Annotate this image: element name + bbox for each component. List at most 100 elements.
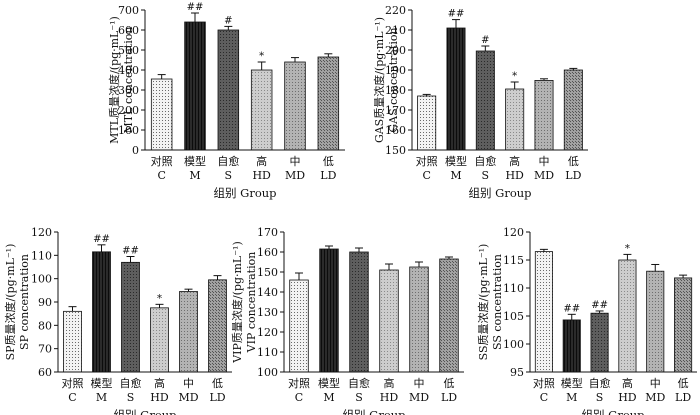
category-label: S [225,169,233,182]
chart-panel-sp: 60 70 80 90 100 110 120 对照C ## 模型M ## 自愈S * 高HD 中MD 低LD… [3,226,232,415]
bar-ld [439,258,459,373]
bar-ld [674,277,693,373]
y-tick-label: 300 [118,84,139,97]
category-label: LD [320,169,336,182]
y-axis-label-cn: GAS质量浓度/(pg·mL⁻¹) [372,17,386,143]
bar-s [590,312,609,373]
y-tick-label: 0 [132,144,139,157]
bar-ld [563,69,583,151]
category-label: MD [645,391,665,404]
bar-hd [150,307,169,373]
category-label-cn: 中 [290,155,301,168]
y-tick-label: 60 [38,366,52,379]
y-tick-label: 90 [38,296,52,309]
significance-mark: ## [563,303,580,314]
category-label: MD [178,391,198,404]
chart-panel-ss: 95 100 105 110 115 120 对照C ## 模型M ## 自愈S * 高HD 中MD 低LD… [476,226,697,415]
category-label-cn: 高 [622,376,633,390]
y-axis-label: SP concentration [18,254,31,350]
y-tick-label: 100 [257,366,278,379]
y-tick-label: 105 [503,310,524,323]
category-label: C [422,169,430,182]
category-label: MD [285,169,305,182]
category-label: M [323,391,334,404]
category-label-cn: 模型 [184,154,206,168]
x-axis-label: 组别 Group [213,186,276,200]
y-tick-label: 500 [118,44,139,57]
significance-mark: ## [591,300,608,311]
bar-hd [250,69,273,151]
y-tick-label: 115 [503,254,524,267]
category-label-cn: 高 [154,376,165,390]
y-tick-label: 120 [503,226,524,239]
bar-md [409,266,429,373]
y-tick-label: 160 [257,246,278,259]
category-label: HD [505,169,524,182]
category-label: C [68,391,76,404]
category-label-cn: 高 [509,154,520,168]
y-tick-label: 70 [38,343,52,356]
y-tick-label: 110 [257,346,278,359]
category-label: S [355,391,363,404]
category-label: C [295,391,303,404]
chart-panel-gas: 150 160 170 180 190 200 210 220 对照C ## 模型M # 自愈S * 高HD… [372,4,588,200]
category-label-cn: 自愈 [348,376,370,390]
category-label-cn: 模型 [91,376,113,390]
y-tick-label: 140 [257,286,278,299]
bar-hd [379,269,399,373]
y-axis-label-cn: SS质量浓度/(pg·mL⁻¹) [476,244,490,361]
category-label-cn: 低 [678,377,689,390]
bar-m [562,319,581,373]
bar-c [150,78,173,151]
x-axis-label: 组别 Group [342,408,405,415]
category-label-cn: 低 [444,377,455,390]
y-axis-label: GAS concentration [387,27,400,132]
bar-c [289,279,309,373]
y-axis-label-cn: SP质量浓度/(pg·mL⁻¹) [3,244,17,361]
y-tick-label: 190 [385,64,406,77]
category-label-cn: 中 [414,377,425,390]
y-tick-label: 210 [385,24,406,37]
category-label: M [450,169,461,182]
category-label-cn: 低 [212,377,223,390]
category-label: LD [565,169,581,182]
bar-ld [317,56,340,151]
y-tick-label: 130 [257,306,278,319]
category-label-cn: 对照 [62,376,84,390]
bar-ld [208,279,227,373]
bar-m [184,21,206,151]
bar-c [417,95,437,151]
y-tick-label: 200 [385,44,406,57]
significance-mark: ## [187,2,204,13]
y-tick-label: 170 [385,104,406,117]
category-label-cn: 高 [256,154,267,168]
significance-mark: * [157,293,162,304]
y-axis-label-cn: MTL质量浓度/(pg·mL⁻¹) [107,16,121,144]
category-label-cn: 中 [650,377,661,390]
bar-md [646,270,665,373]
y-tick-label: 110 [503,282,524,295]
y-tick-label: 95 [510,366,524,379]
y-axis-label: MTL concentration [122,27,135,134]
significance-mark: * [512,71,517,82]
category-label: M [566,391,577,404]
y-axis-label: SS concentration [491,254,504,350]
bar-s [475,50,495,151]
category-label: M [96,391,107,404]
bar-hd [505,88,525,151]
y-tick-label: 150 [385,144,406,157]
category-label-cn: 自愈 [217,154,239,168]
y-tick-label: 170 [257,226,278,239]
y-tick-label: 600 [118,24,139,37]
y-tick-label: 220 [385,4,406,17]
y-tick-label: 120 [31,226,52,239]
category-label: HD [618,391,637,404]
bar-c [534,251,553,373]
x-axis-label: 组别 Group [581,408,644,415]
y-tick-label: 100 [31,273,52,286]
category-label: LD [209,391,225,404]
significance-mark: ## [93,234,110,245]
bar-s [349,251,369,373]
category-label: LD [675,391,691,404]
